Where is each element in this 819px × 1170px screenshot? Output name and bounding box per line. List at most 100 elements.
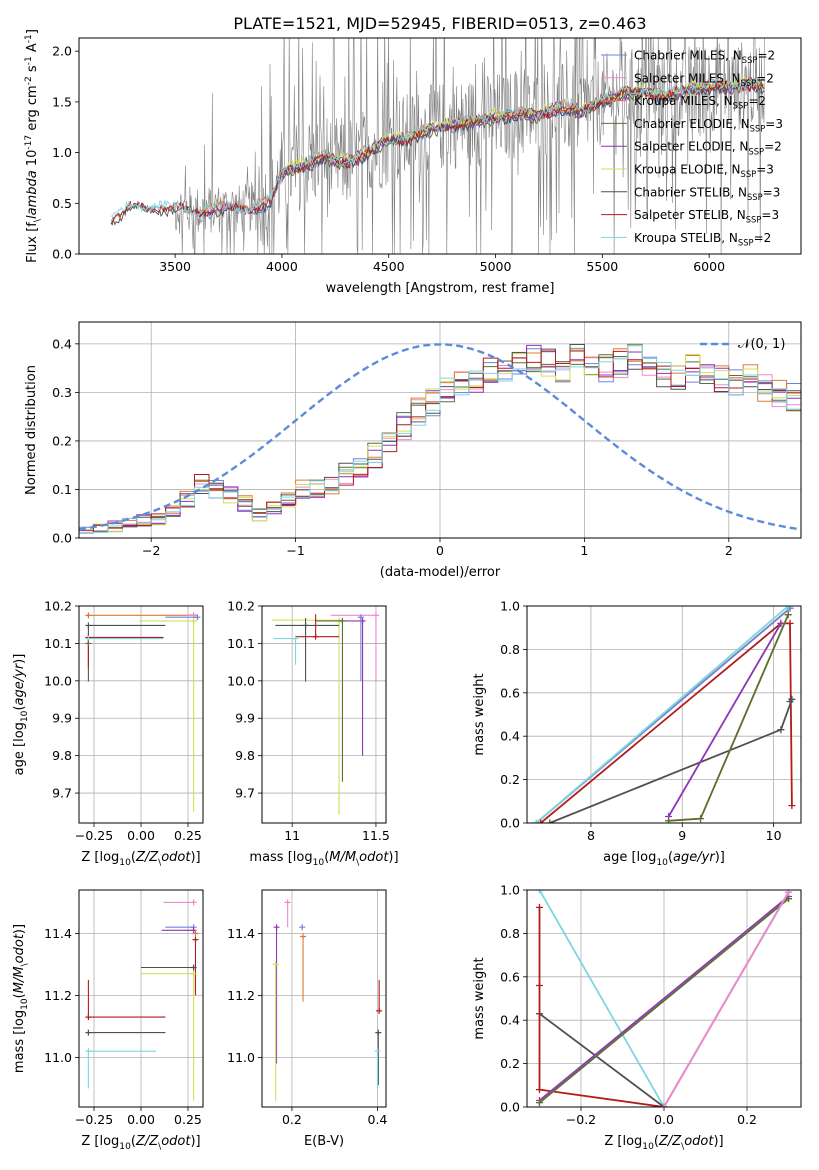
x-tick-label: 4000 [266,259,298,274]
data-point [376,1007,383,1014]
y-axis-label: Flux [f\​lambda 10-17​ erg cm-2​ s-1​ A-… [24,29,43,263]
data-point [85,1014,92,1021]
y-tick-label: 11.0 [44,1050,72,1065]
y-tick-label: 9.8 [235,748,255,763]
axes-frame [78,37,802,255]
legend-label: Kroupa MILES, NSSP​=2 [634,94,766,111]
x-tick-label: 5500 [586,259,618,274]
x-tick-label: 0.00 [127,828,155,843]
x-tick-label: 0 [436,543,444,558]
axes-frame [261,889,387,1108]
x-tick-label: −2 [142,543,160,558]
y-tick-label: 1.0 [52,145,72,160]
x-tick-label: −0.25 [75,828,113,843]
panel-residuals: −2 −1 0 1 2 0.0 0.1 0.2 0.3 0.4 (data-model)/error… [24,321,802,580]
weight-marker [777,726,785,734]
x-tick-label: 0.2 [282,1112,302,1127]
y-tick-label: 0.0 [52,531,72,546]
x-tick-label: 1 [580,543,588,558]
weight-line [667,622,782,817]
data-point [85,1048,92,1055]
y-tick-label: 0.1 [52,482,72,497]
y-tick-label: 0.4 [52,336,72,351]
weight-marker [546,819,554,823]
data-point [272,961,279,968]
x-tick-label: 2 [725,543,733,558]
weight-marker [665,817,673,823]
y-tick-label: 11.0 [227,1050,255,1065]
plot-area [535,890,793,1107]
legend-label: Salpeter MILES, NSSP​=2 [634,71,774,88]
y-tick-label: 10.0 [227,673,255,688]
y-tick-label: 11.4 [44,926,72,941]
data-point [190,927,197,934]
y-tick-label: 10.1 [227,636,255,651]
x-tick-label: −0.2 [566,1112,596,1127]
plot-area [85,611,201,812]
plot-area [85,899,199,1101]
data-point [85,622,92,629]
axes-frame [526,605,802,824]
panel-age_vs_Z: −0.25 0.00 0.25 9.7 9.8 9.9 10.0 10.1 10.2 Z [log… [12,599,204,868]
x-axis-label: Z [log10​(Z/Z\​odot)] [81,1134,200,1152]
y-tick-label: 10.0 [44,673,72,688]
data-point [192,930,199,937]
y-tick-label: 0.8 [500,642,520,657]
y-tick-label: 0.5 [52,196,72,211]
weight-marker [535,981,543,989]
y-tick-label: 1.5 [52,94,72,109]
x-tick-label: 5000 [480,259,512,274]
data-point [190,970,197,977]
x-tick-label: 3500 [159,259,191,274]
y-tick-label: 10.2 [227,599,255,614]
weight-marker [532,819,540,823]
panel-age_vs_mass: 11 11.5 9.7 9.8 9.9 10.0 10.1 10.2 mass [log10​(… [227,599,398,868]
legend-label: Salpeter ELODIE, NSSP​=2 [634,140,782,157]
weight-marker [660,1103,668,1107]
data-point [85,1029,92,1036]
legend-label: Kroupa STELIB, NSSP​=2 [634,231,771,248]
legend-label: 𝒩(0, 1) [738,337,785,352]
weight-line [668,614,790,822]
legend-label: Kroupa ELODIE, NSSP​=3 [634,163,774,180]
data-point [292,635,299,642]
x-tick-label: 0.2 [737,1112,757,1127]
data-point [336,617,343,624]
x-tick-label: 4500 [373,259,405,274]
weight-marker [788,802,796,810]
model-spectrum [110,79,765,226]
x-tick-label: 8 [587,828,595,843]
y-tick-label: 9.9 [52,711,72,726]
figure-title: PLATE=1521, MJD=52945, FIBERID=0513, z=0… [233,14,646,33]
y-tick-label: 1.0 [500,883,520,898]
weight-marker [786,619,794,627]
x-axis-label: age [log10​(age/yr)] [603,850,725,868]
data-point [85,612,92,619]
weight-line [549,698,793,823]
data-point [339,617,346,624]
y-tick-label: 0.0 [500,1100,520,1115]
y-tick-label: 0.4 [500,1013,520,1028]
weight-marker [697,815,705,823]
weight-line [663,891,790,1107]
data-point [300,933,307,940]
data-point [190,899,197,906]
x-tick-label: 0.4 [368,1112,388,1127]
weight-marker [785,890,793,896]
weight-line [668,614,790,822]
data-point [190,617,197,624]
legend-label: Chabrier STELIB, NSSP​=3 [634,185,780,202]
plot-area [110,38,766,254]
weight-marker [535,1086,543,1094]
x-axis-label: Z [log10​(Z/Z\​odot)] [604,1134,723,1152]
y-tick-label: 0.0 [52,247,72,262]
data-point [194,614,201,621]
y-tick-label: 0.3 [52,385,72,400]
y-tick-label: 9.9 [235,711,255,726]
plot-area [532,606,796,823]
legend-label: Chabrier ELODIE, NSSP​=3 [634,117,783,134]
y-tick-label: 0.6 [500,969,520,984]
residual-histogram [79,344,801,533]
x-tick-label: 0.25 [174,1112,202,1127]
x-tick-label: 0.25 [174,828,202,843]
